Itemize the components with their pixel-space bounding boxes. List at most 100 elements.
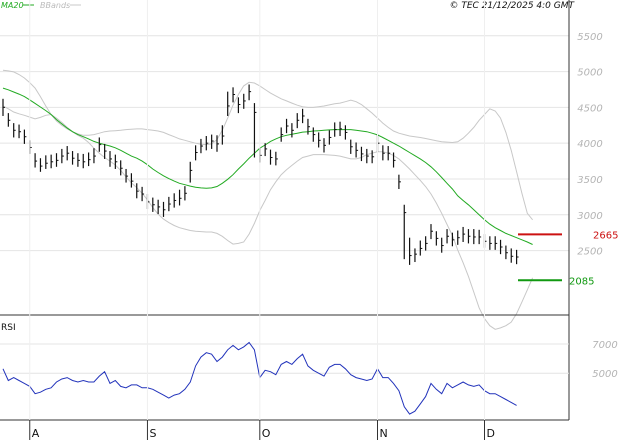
price-bar	[371, 150, 375, 164]
price-bar	[2, 98, 5, 116]
price-bar	[280, 127, 284, 142]
price-bar	[328, 130, 332, 145]
price-bar	[441, 237, 444, 253]
price-bar	[152, 197, 155, 212]
price-bar	[114, 154, 118, 169]
y-tick-label: 3500	[577, 175, 602, 186]
price-bar	[446, 229, 450, 244]
price-bar	[253, 103, 257, 158]
price-bar	[344, 125, 348, 140]
price-gridlines	[0, 35, 569, 252]
bollinger-bands	[2, 69, 534, 330]
price-bar	[71, 151, 75, 165]
x-tick-label: S	[149, 427, 156, 440]
price-bar	[66, 146, 70, 161]
price-bar	[419, 240, 423, 256]
price-bar	[13, 123, 16, 138]
price-bar	[451, 232, 455, 247]
price-bar	[312, 127, 316, 142]
price-bar	[227, 91, 230, 116]
price-bar	[350, 139, 353, 154]
price-bar	[302, 108, 305, 124]
legend-ma20: MA20	[1, 1, 24, 10]
price-bar	[462, 226, 466, 242]
price-bar	[494, 236, 498, 250]
x-tick-label: A	[32, 427, 40, 440]
copyright-timestamp: © TEC 21/12/2025 4:0 GMT	[449, 1, 575, 11]
price-bar	[355, 142, 359, 158]
support-label: 2085	[569, 276, 594, 287]
price-bar	[291, 123, 294, 138]
ma20-line	[2, 87, 533, 245]
price-bar	[318, 132, 321, 148]
price-bar	[499, 239, 503, 255]
price-bar	[398, 174, 401, 189]
price-bar	[360, 146, 364, 162]
price-bar	[414, 248, 417, 263]
x-tick-label: D	[487, 427, 495, 440]
price-bar	[104, 143, 107, 159]
price-bar	[237, 97, 241, 114]
bband-upper	[2, 69, 533, 221]
price-bar	[18, 124, 22, 139]
price-bar	[120, 160, 123, 176]
price-bar	[248, 84, 252, 101]
price-bar	[425, 236, 428, 251]
price-bar	[216, 135, 219, 152]
price-bar	[141, 186, 145, 202]
y-tick-label: 5000	[577, 68, 602, 79]
price-bar	[334, 122, 337, 137]
price-bar	[77, 153, 80, 167]
ma20-path	[2, 87, 533, 245]
price-bar	[50, 154, 54, 169]
rsi-tick-label: 7000	[592, 340, 617, 351]
price-bar	[409, 237, 412, 265]
price-bar	[195, 145, 198, 161]
price-bar	[382, 145, 385, 161]
price-bar	[366, 148, 369, 164]
bband-lower	[2, 105, 534, 330]
price-bar	[184, 186, 187, 201]
price-bar	[200, 138, 203, 154]
price-bar	[168, 196, 171, 212]
price-bar	[189, 161, 193, 183]
price-bar	[7, 113, 11, 127]
price-bar	[178, 189, 182, 206]
price-bar	[232, 87, 236, 103]
price-bar	[307, 118, 310, 135]
price-bar	[98, 137, 102, 152]
price-bars	[2, 84, 519, 265]
price-bar	[296, 113, 300, 129]
price-bar	[93, 148, 96, 164]
price-bar	[136, 183, 139, 199]
legend-bbands: BBands	[40, 1, 70, 10]
price-bar	[478, 229, 482, 245]
price-bar	[173, 193, 177, 208]
price-bar	[285, 118, 289, 134]
price-bar	[211, 134, 214, 149]
price-bar	[34, 153, 38, 168]
price-bar	[392, 152, 396, 168]
price-bar	[323, 138, 326, 153]
price-bar	[243, 93, 246, 109]
y-tick-label: 4000	[577, 139, 602, 150]
price-bar	[510, 248, 514, 263]
rsi-tick-label: 5000	[592, 369, 617, 380]
price-bar	[221, 125, 225, 145]
y-tick-label: 4500	[577, 103, 602, 114]
y-tick-label: 3000	[577, 211, 602, 222]
price-bar	[125, 168, 129, 183]
price-bar	[505, 245, 508, 260]
y-tick-label: 5500	[577, 32, 602, 43]
rsi-title: RSI	[1, 323, 16, 333]
price-bar	[467, 229, 471, 244]
x-tick-label: N	[380, 427, 388, 440]
price-bar	[61, 148, 64, 164]
price-bar	[473, 229, 476, 245]
price-bar	[82, 153, 86, 169]
price-bar	[162, 201, 166, 217]
price-bar	[435, 231, 439, 246]
price-bar	[430, 224, 433, 240]
